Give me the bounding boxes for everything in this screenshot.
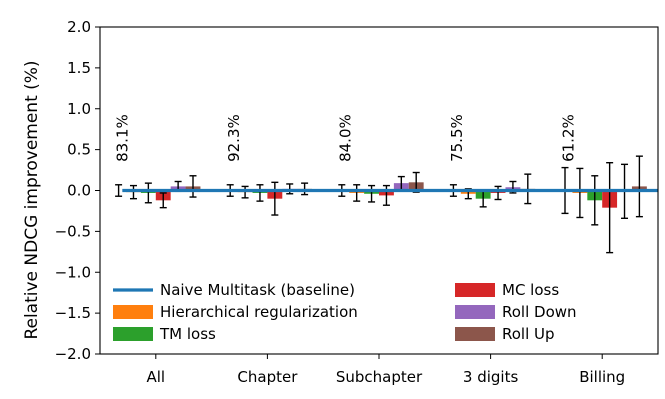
x-tick-label: Billing [579,368,625,386]
annotation-billing: 61.2% [560,114,578,162]
legend-item-roll-down: Roll Down [455,303,577,321]
y-tick-label: 0.0 [67,182,91,200]
legend-label: Naive Multitask (baseline) [160,281,355,299]
legend-item-tm-loss: TM loss [113,325,216,343]
legend-label: MC loss [502,281,559,299]
y-tick-label: 0.5 [67,141,91,159]
legend-item-hierarchical-regularization: Hierarchical regularization [113,303,358,321]
x-tick-label: Chapter [237,368,298,386]
x-tick-label: 3 digits [463,368,519,386]
annotation-chapter: 92.3% [225,114,243,162]
legend-item-mc-loss: MC loss [455,281,559,299]
legend-swatch [113,327,153,341]
legend-swatch [455,305,495,319]
legend-swatch [455,327,495,341]
y-tick-label: 2.0 [67,18,91,36]
x-tick-label: Subchapter [336,368,423,386]
y-tick-label: −0.5 [55,222,91,240]
x-tick-label: All [146,368,165,386]
legend-swatch [455,283,495,297]
legend-label: TM loss [159,325,216,343]
legend-label: Roll Up [502,325,555,343]
y-tick-label: −2.0 [55,345,91,363]
y-axis-label: Relative NDCG improvement (%) [22,60,42,339]
y-tick-label: 1.0 [67,100,91,118]
y-tick-label: 1.5 [67,59,91,77]
legend-item-roll-up: Roll Up [455,325,555,343]
annotation-subchapter: 84.0% [337,114,355,162]
annotation-all: 83.1% [113,114,131,162]
legend-label: Roll Down [502,303,577,321]
annotation-3-digits: 75.5% [448,114,466,162]
y-tick-label: −1.5 [55,304,91,322]
y-tick-label: −1.0 [55,263,91,281]
legend-swatch [113,305,153,319]
legend-label: Hierarchical regularization [160,303,358,321]
